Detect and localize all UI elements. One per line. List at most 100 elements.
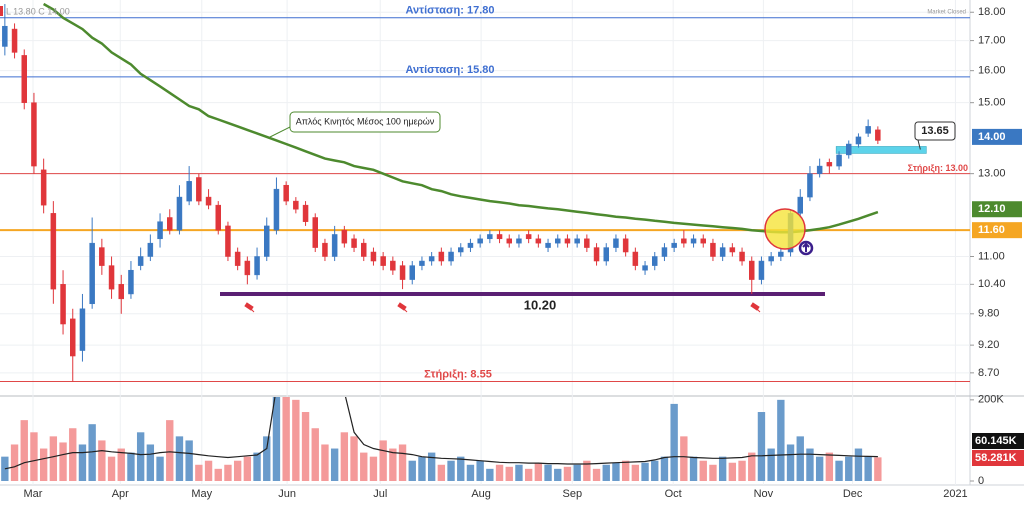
volume-bar (534, 462, 543, 481)
volume-bar (631, 464, 640, 481)
candle-body (70, 318, 76, 357)
volume-bar (39, 448, 48, 481)
candle-body (613, 238, 619, 248)
candle-body (370, 251, 377, 262)
candle-body (2, 25, 8, 47)
candle-body (79, 308, 86, 351)
volume-bar (738, 460, 746, 481)
y-tick-label: 13.00 (978, 168, 1006, 180)
pin-icon (750, 302, 761, 313)
candle-body (399, 265, 406, 280)
volume-bar (825, 452, 834, 481)
candle-body (836, 154, 842, 167)
candle-body (40, 169, 47, 206)
volume-bar (214, 468, 222, 481)
volume-bar (224, 464, 232, 481)
candle-body (778, 251, 784, 257)
volume-bar (563, 466, 572, 481)
candle-body (438, 251, 445, 262)
candle-body (215, 204, 221, 231)
candle-body (846, 143, 852, 156)
volume-bar (709, 464, 717, 481)
volume-bar (360, 452, 368, 481)
candle-body (157, 221, 163, 240)
zone-pointer (917, 139, 921, 150)
candle-body (458, 247, 464, 253)
candle-body (302, 204, 309, 222)
candle-body (584, 238, 590, 248)
candle-body (205, 196, 212, 206)
candle-body (409, 265, 415, 280)
candle-body (749, 260, 755, 280)
candle-body (147, 242, 154, 257)
candle-body (516, 238, 522, 244)
candle-body (196, 177, 202, 202)
x-tick-label: Jul (373, 488, 387, 500)
volume-bar (680, 436, 688, 481)
x-tick-label: May (191, 488, 212, 500)
ohlc-header: L 13.80 C 14.00 (6, 6, 70, 16)
candle-body (603, 247, 609, 262)
market-status: Market Closed (927, 10, 966, 16)
volume-bar (69, 428, 77, 481)
candle-body (700, 238, 706, 244)
candle-body (506, 238, 512, 244)
volume-bar (233, 460, 242, 481)
candle-body (293, 200, 299, 210)
volume-badge (972, 433, 1024, 449)
volume-bar (864, 456, 872, 481)
ma-annotation: Απλός Κινητός Μέσος 100 ημερών (296, 116, 435, 126)
volume-bar (20, 420, 28, 481)
volume-bar (127, 452, 135, 481)
candle-body (244, 260, 251, 276)
volume-bar (748, 452, 756, 481)
volume-bar (253, 452, 261, 481)
price-badge (972, 128, 1022, 145)
volume-bar (311, 428, 319, 481)
volume-bar (272, 397, 281, 481)
volume-badge (972, 450, 1024, 466)
volume-bar (117, 448, 125, 481)
volume-bar (49, 436, 58, 481)
candle-body (390, 260, 396, 271)
volume-bar (418, 456, 426, 481)
zone-label-box (914, 121, 956, 141)
volume-bar (185, 440, 193, 481)
volume-bar (166, 420, 174, 481)
x-tick-label: Sep (563, 488, 583, 500)
volume-bar (330, 448, 339, 481)
volume-bar (379, 440, 387, 481)
volume-bar (457, 456, 465, 481)
candle-body (283, 184, 289, 202)
volume-bar (854, 448, 863, 481)
candle-body (99, 247, 105, 266)
y-tick-label: 9.20 (978, 339, 999, 351)
volume-bar (757, 412, 766, 481)
volume-badge-label: 60.145K (975, 435, 1017, 447)
volume-bar (369, 456, 378, 481)
candle-body (60, 284, 66, 325)
volume-bar (1, 456, 9, 481)
candle-body (555, 238, 561, 244)
candle-body (545, 242, 551, 248)
candle-body (632, 251, 639, 266)
candle-body (622, 238, 629, 253)
ma-line (42, 2, 879, 234)
volume-bar (136, 432, 145, 481)
volume-bar (845, 456, 853, 481)
y-tick-label: 10.40 (978, 278, 1006, 290)
candle-body (719, 247, 726, 257)
candle-body (642, 265, 648, 271)
x-tick-label: Jun (278, 488, 296, 500)
x-tick-label: Aug (471, 488, 491, 500)
volume-bar (350, 436, 358, 481)
candle-body (816, 165, 823, 174)
y-tick-label: 11.00 (978, 250, 1005, 262)
candle-body (690, 238, 697, 244)
volume-bar (301, 412, 310, 481)
volume-bar (515, 464, 523, 481)
volume-bar (796, 436, 804, 481)
candle-body (351, 238, 357, 248)
